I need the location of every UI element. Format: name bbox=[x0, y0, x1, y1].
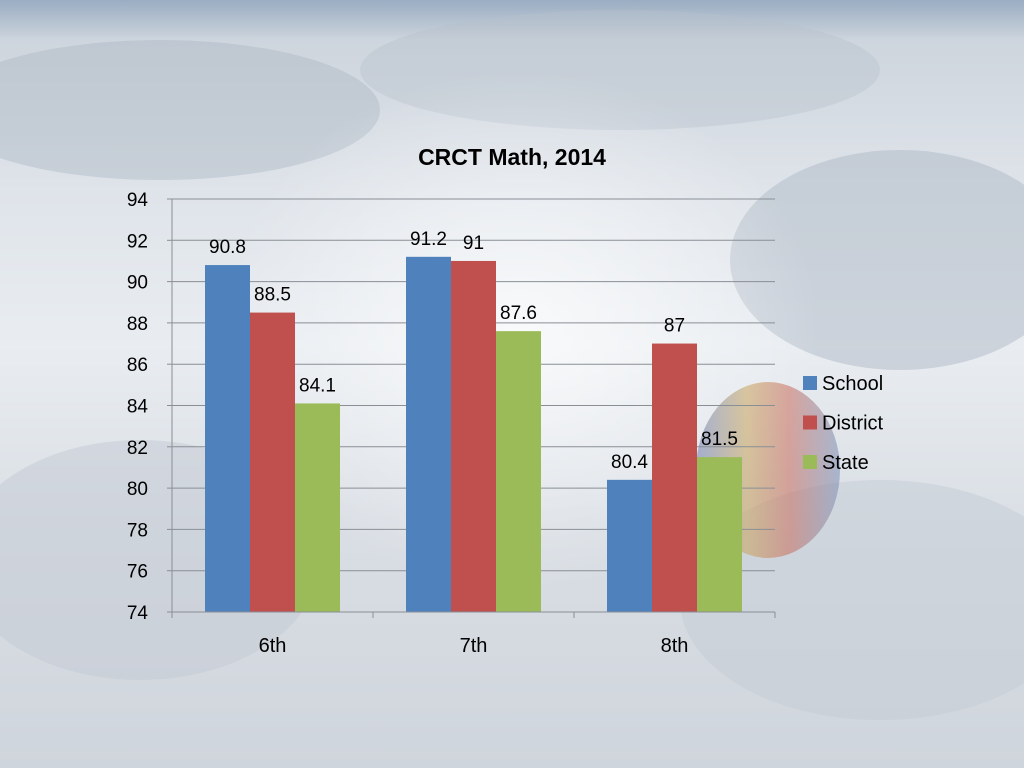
data-label-state-6th: 84.1 bbox=[299, 375, 336, 396]
bar-district-8th bbox=[652, 343, 697, 612]
bar-state-8th bbox=[697, 457, 742, 612]
y-tick-label: 78 bbox=[127, 520, 148, 541]
data-label-school-7th: 91.2 bbox=[410, 229, 447, 250]
x-tick-label: 7th bbox=[460, 635, 488, 657]
bar-state-6th bbox=[295, 403, 340, 612]
data-label-district-6th: 88.5 bbox=[254, 285, 291, 306]
data-label-district-7th: 91 bbox=[463, 233, 484, 254]
y-tick-label: 86 bbox=[127, 355, 148, 376]
bar-school-8th bbox=[607, 479, 652, 612]
y-tick-label: 80 bbox=[127, 479, 148, 500]
legend-swatch-school bbox=[803, 376, 817, 390]
bar-school-6th bbox=[205, 265, 250, 612]
bars bbox=[205, 256, 742, 612]
data-label-school-6th: 90.8 bbox=[209, 237, 246, 258]
bar-district-7th bbox=[451, 260, 496, 612]
legend-label-state: State bbox=[822, 452, 869, 474]
legend-swatch-state bbox=[803, 455, 817, 469]
data-label-state-8th: 81.5 bbox=[701, 429, 738, 450]
sky-top-band bbox=[0, 0, 1024, 40]
y-tick-label: 74 bbox=[127, 603, 149, 624]
cloud-dark-left bbox=[0, 40, 380, 180]
data-label-district-8th: 87 bbox=[664, 316, 685, 337]
legend: School District State bbox=[803, 373, 884, 474]
y-tick-label: 88 bbox=[127, 314, 148, 335]
x-tick-label: 6th bbox=[259, 635, 287, 657]
axes: 74 76 78 80 82 84 86 88 90 92 94 6th 7th 8th bbox=[127, 190, 776, 657]
legend-label-district: District bbox=[822, 413, 884, 435]
legend-label-school: School bbox=[822, 373, 883, 395]
data-labels: 90.8 88.5 84.1 91.2 91 87.6 80.4 87 81.5 bbox=[209, 229, 738, 473]
y-tick-label: 82 bbox=[127, 438, 148, 459]
y-tick-label: 92 bbox=[127, 231, 148, 252]
legend-swatch-district bbox=[803, 415, 817, 430]
bar-school-7th bbox=[406, 256, 451, 612]
bar-state-7th bbox=[496, 331, 541, 612]
chart-title: CRCT Math, 2014 bbox=[418, 144, 606, 170]
data-label-state-7th: 87.6 bbox=[500, 303, 537, 324]
y-tick-label: 94 bbox=[127, 190, 149, 211]
bar-district-6th bbox=[250, 312, 295, 612]
y-tick-label: 76 bbox=[127, 562, 148, 583]
y-tick-label: 84 bbox=[127, 397, 149, 418]
y-tick-label: 90 bbox=[127, 273, 148, 294]
data-label-school-8th: 80.4 bbox=[611, 452, 648, 473]
x-tick-label: 8th bbox=[661, 635, 689, 657]
